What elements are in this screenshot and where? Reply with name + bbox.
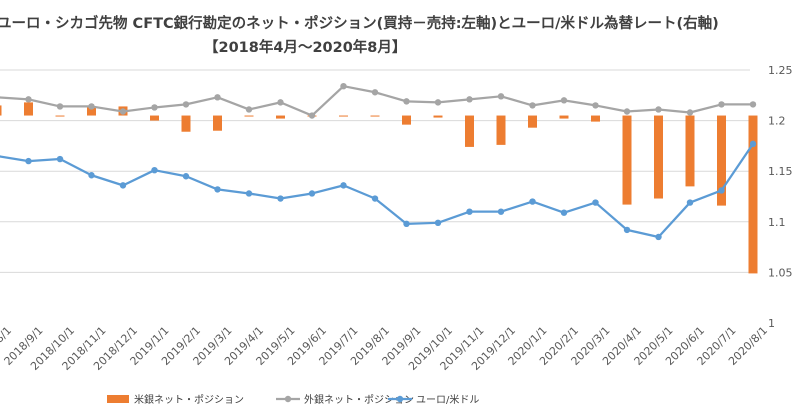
- bar-us-banks: [654, 115, 663, 199]
- y2-tick-label: 1.1: [768, 216, 786, 229]
- bar-us-banks: [433, 115, 443, 118]
- bar-us-banks: [559, 115, 569, 119]
- y2-tick-label: 1.05: [768, 266, 793, 279]
- y2-tick-label: 1.2: [768, 115, 786, 128]
- foreign-banks-point: [718, 101, 725, 108]
- foreign-banks-point: [371, 89, 379, 96]
- eurusd-point: [592, 199, 599, 206]
- foreign-banks-point: [403, 98, 410, 105]
- legend-label-eurusd: ユーロ/米ドル: [416, 393, 479, 406]
- foreign-banks-point: [308, 112, 316, 119]
- foreign-banks-point: [56, 103, 64, 110]
- foreign-banks-point: [25, 96, 32, 103]
- eurusd-point: [277, 195, 284, 202]
- bar-us-banks: [370, 115, 380, 117]
- eurusd-point: [88, 172, 95, 179]
- foreign-banks-point: [592, 102, 599, 109]
- eurusd-point: [25, 157, 32, 165]
- bar-us-banks: [528, 115, 537, 128]
- right-axis-ticks: 1.25 1.2 1.15 1.1 1.05 1: [768, 64, 793, 330]
- legend-marker-foreign-banks: [284, 395, 292, 403]
- foreign-banks-point: [151, 104, 158, 111]
- eurusd-point: [749, 140, 757, 148]
- eurusd-point: [151, 166, 158, 174]
- line-series-eurusd: [0, 140, 757, 241]
- bar-us-banks: [87, 107, 96, 116]
- foreign-banks-point: [466, 96, 473, 103]
- eurusd-point: [340, 182, 347, 189]
- bar-series-us-banks: [0, 102, 758, 274]
- eurusd-point: [655, 233, 662, 241]
- foreign-banks-point: [277, 99, 284, 106]
- eurusd-point: [56, 155, 64, 163]
- bar-us-banks: [591, 115, 600, 122]
- eurusd-point: [371, 195, 379, 202]
- foreign-banks-point: [245, 106, 253, 113]
- foreign-banks-point: [686, 109, 694, 116]
- eurusd-point: [308, 190, 316, 197]
- bar-us-banks: [748, 115, 758, 274]
- eurusd-point: [434, 219, 442, 227]
- bar-us-banks: [402, 115, 411, 125]
- bar-us-banks: [181, 115, 191, 132]
- y2-tick-label: 1.25: [768, 64, 793, 77]
- foreign-banks-point: [119, 108, 127, 115]
- bar-us-banks: [717, 115, 726, 206]
- eurusd-point: [214, 186, 221, 193]
- y2-tick-label: 1.15: [768, 165, 793, 178]
- eurusd-point: [623, 226, 631, 234]
- foreign-banks-point: [529, 102, 536, 109]
- foreign-banks-point: [623, 108, 631, 115]
- bar-us-banks: [244, 115, 254, 117]
- bar-us-banks: [339, 115, 348, 117]
- y2-tick-label: 1: [768, 317, 775, 330]
- bar-us-banks: [685, 115, 695, 187]
- eurusd-point: [560, 209, 568, 216]
- foreign-banks-point: [655, 106, 662, 113]
- line-series-foreign-banks: [0, 82, 757, 119]
- foreign-banks-point: [182, 101, 190, 108]
- foreign-banks-point: [749, 101, 757, 108]
- legend-marker-eurusd: [396, 395, 404, 403]
- eurusd-point: [119, 182, 127, 189]
- bar-us-banks: [24, 102, 33, 116]
- chart-subtitle: 【2018年4月～2020年8月】: [204, 40, 407, 56]
- eurusd-point: [182, 173, 190, 180]
- foreign-banks-point: [560, 97, 568, 104]
- eurusd-point: [497, 208, 505, 215]
- bar-us-banks: [276, 115, 285, 119]
- foreign-banks-point: [88, 103, 95, 110]
- eurusd-point: [718, 187, 725, 194]
- bar-us-banks: [55, 115, 65, 117]
- foreign-banks-point: [497, 93, 505, 100]
- eurusd-point: [245, 190, 253, 197]
- eurusd-point: [403, 220, 410, 228]
- bar-us-banks: [622, 115, 632, 205]
- foreign-banks-point: [434, 99, 442, 106]
- x-axis-ticks: 2018/8/12018/9/12018/10/12018/11/12018/1…: [0, 324, 770, 373]
- foreign-banks-point: [214, 94, 221, 101]
- eurusd-line: [0, 143, 754, 239]
- legend: 米銀ネット・ポジション 外銀ネット・ポジション ユーロ/米ドル: [107, 393, 479, 406]
- bar-us-banks: [0, 105, 2, 116]
- legend-swatch-us-banks: [107, 395, 129, 403]
- chart-title: ユーロ・シカゴ先物 CFTC銀行勘定のネット・ポジション(買持－売持:左軸)とユ…: [0, 16, 719, 32]
- bar-us-banks: [465, 115, 474, 147]
- legend-label-us-banks: 米銀ネット・ポジション: [134, 393, 244, 406]
- foreign-banks-point: [340, 82, 347, 90]
- bar-us-banks: [496, 115, 506, 145]
- bar-us-banks: [213, 115, 222, 131]
- eurusd-point: [466, 208, 473, 215]
- legend-label-foreign-banks: 外銀ネット・ポジション: [304, 393, 414, 406]
- eurusd-point: [529, 198, 536, 205]
- gridlines: [0, 69, 750, 273]
- eurusd-point: [686, 199, 694, 206]
- bar-us-banks: [150, 115, 159, 121]
